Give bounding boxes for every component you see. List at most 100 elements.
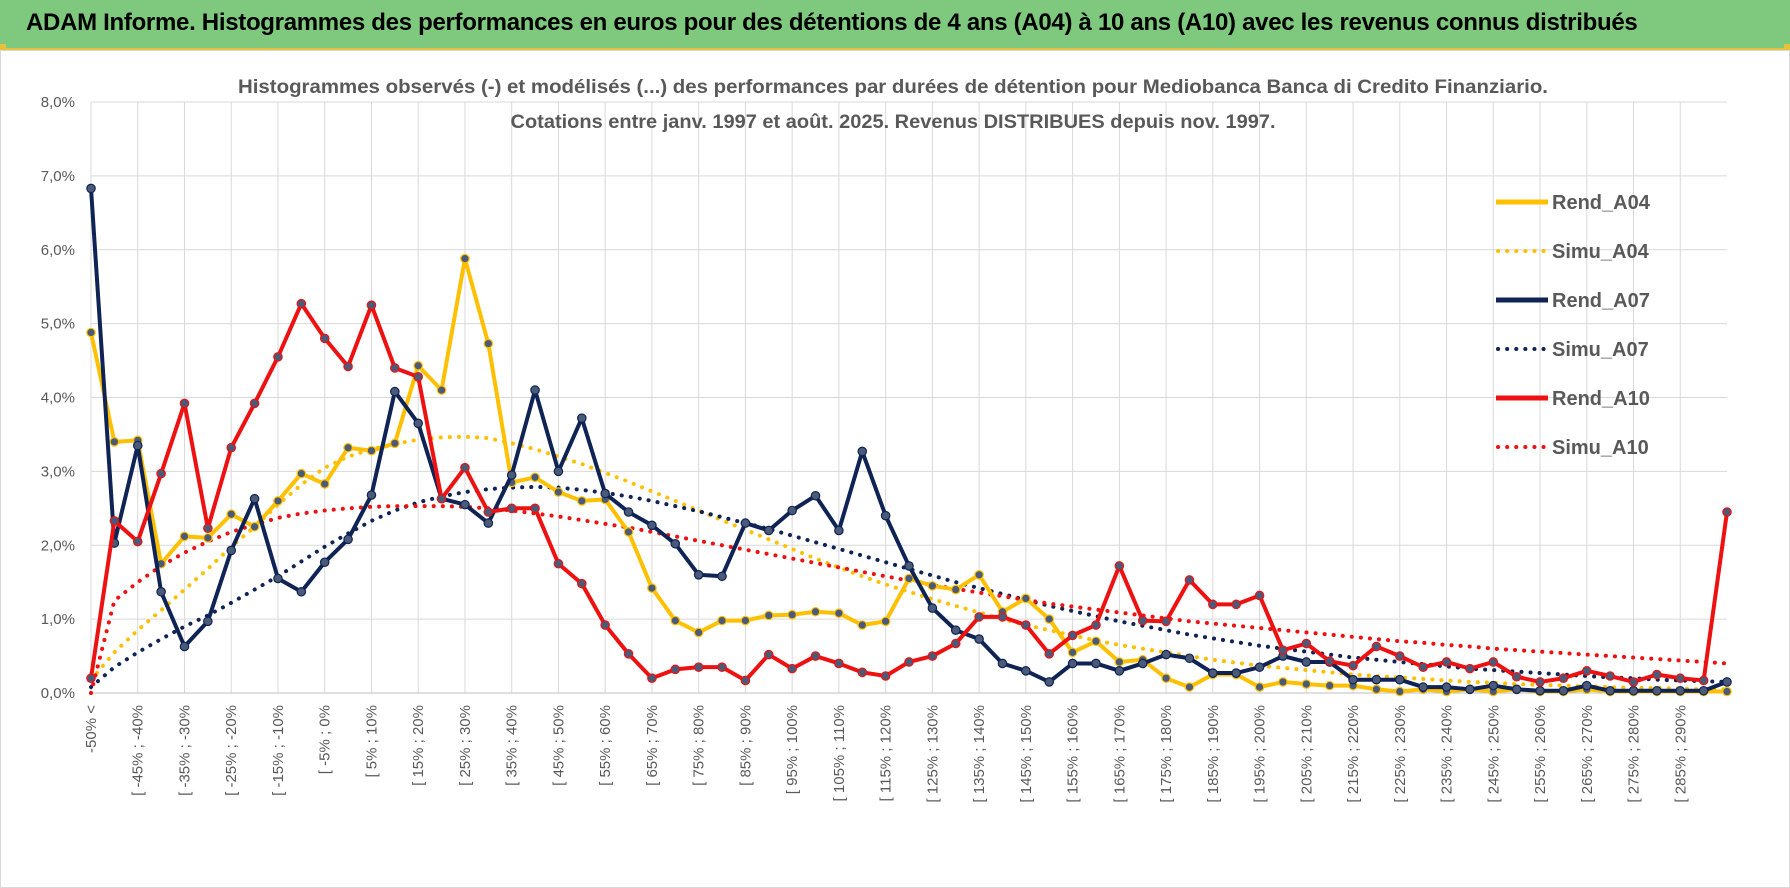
legend-item-rend-a10: Rend_A10	[1496, 388, 1650, 410]
legend-label: Simu_A04	[1552, 241, 1650, 263]
corner-marker	[0, 44, 6, 50]
data-point	[1652, 669, 1662, 680]
chart-title-line-1: Histogrammes observés (-) et modélisés (…	[238, 76, 1548, 98]
data-point	[203, 533, 213, 543]
data-point	[1324, 656, 1335, 667]
data-point	[249, 521, 260, 532]
data-point	[553, 466, 564, 477]
chart-legend: Rend_A04 Simu_A04 Rend_A07 Simu_A07 Rend_A10…	[1496, 192, 1651, 459]
x-tick-label: [ 105% ; 110%	[831, 705, 848, 801]
data-point	[273, 496, 283, 506]
data-point	[1091, 658, 1101, 669]
series-line	[89, 188, 1728, 693]
data-point	[366, 300, 377, 310]
data-point	[927, 581, 938, 591]
data-point	[249, 398, 260, 409]
data-point	[1628, 677, 1639, 687]
x-tick-label: [ 215% ; 220%	[1345, 705, 1362, 803]
data-point	[1254, 682, 1265, 692]
data-point	[693, 662, 704, 672]
x-tick-label: [ 65% ; 70%	[644, 705, 661, 786]
data-point	[950, 638, 961, 649]
data-point	[717, 615, 727, 626]
data-point	[1161, 649, 1171, 660]
data-point	[1605, 671, 1615, 681]
data-point	[810, 490, 821, 501]
x-tick-label: [ 135% ; 140%	[971, 705, 988, 803]
data-point	[1114, 657, 1125, 667]
data-point	[1067, 658, 1078, 669]
data-point	[787, 505, 797, 516]
data-point	[623, 649, 634, 659]
data-point	[717, 662, 727, 672]
y-tick-label: 7,0%	[41, 168, 75, 185]
series-lines	[86, 183, 1732, 697]
data-point	[390, 363, 400, 373]
data-point	[86, 673, 96, 684]
data-point	[1044, 614, 1055, 624]
grid-lines	[90, 101, 1727, 694]
series-simu-a07	[89, 484, 1729, 690]
legend-item-simu-a07: Simu_A07	[1496, 339, 1649, 361]
data-point	[1301, 638, 1312, 649]
legend-label: Simu_A07	[1552, 339, 1649, 361]
data-point	[693, 569, 704, 580]
data-point	[413, 360, 423, 371]
data-point	[343, 442, 353, 453]
legend-label: Rend_A04	[1552, 192, 1651, 214]
data-point	[1488, 657, 1499, 667]
data-point	[763, 649, 774, 660]
data-point	[179, 531, 190, 542]
data-point	[1044, 677, 1055, 687]
data-point	[86, 327, 96, 338]
x-tick-label: [ 115% ; 120%	[878, 705, 895, 801]
data-point	[530, 385, 540, 395]
data-point	[1067, 630, 1078, 641]
data-point	[904, 657, 914, 667]
x-tick-label: [ 285% ; 290%	[1672, 705, 1689, 803]
data-point	[343, 534, 353, 545]
x-tick-label: [ 245% ; 250%	[1485, 705, 1502, 803]
legend-item-rend-a07: Rend_A07	[1496, 290, 1650, 312]
data-point	[1371, 674, 1382, 685]
data-point	[249, 493, 260, 504]
x-tick-label: [ -5% ; 0%	[317, 705, 334, 774]
data-point	[203, 523, 213, 534]
data-point	[1722, 686, 1732, 697]
data-point	[1722, 507, 1732, 517]
x-tick-label: [ -35% ; -30%	[176, 705, 193, 796]
report-title: ADAM Informe. Histogrammes des performan…	[26, 9, 1638, 36]
data-point	[132, 536, 143, 547]
x-tick-label: [ 35% ; 40%	[504, 705, 521, 786]
data-point	[623, 507, 634, 517]
data-point	[483, 338, 494, 349]
data-point	[834, 525, 844, 536]
data-point	[1021, 593, 1031, 604]
data-point	[647, 520, 657, 531]
data-point	[413, 418, 423, 429]
series-rend-a10	[86, 298, 1732, 687]
data-point	[1114, 561, 1125, 571]
data-point	[1581, 666, 1592, 676]
legend-item-rend-a04: Rend_A04	[1496, 192, 1651, 214]
x-tick-label: [ 95% ; 100%	[784, 705, 801, 794]
data-point	[1465, 684, 1475, 695]
data-point	[857, 667, 868, 678]
data-point	[1184, 653, 1195, 664]
data-point	[109, 437, 120, 447]
data-point	[670, 538, 681, 549]
data-point	[600, 488, 610, 499]
y-tick-label: 6,0%	[41, 242, 75, 259]
data-point	[670, 664, 681, 675]
data-point	[1698, 685, 1709, 696]
x-tick-label: [ 235% ; 240%	[1439, 705, 1456, 803]
report-banner: ADAM Informe. Histogrammes des performan…	[0, 0, 1790, 50]
x-tick-label: [ 15% ; 20%	[410, 705, 427, 786]
x-tick-label: [ 265% ; 270%	[1579, 705, 1596, 803]
legend-item-simu-a04: Simu_A04	[1496, 241, 1650, 263]
data-point	[1628, 685, 1639, 696]
data-point	[740, 675, 751, 686]
data-point	[880, 671, 891, 681]
data-point	[1278, 677, 1288, 687]
data-point	[1371, 641, 1382, 652]
